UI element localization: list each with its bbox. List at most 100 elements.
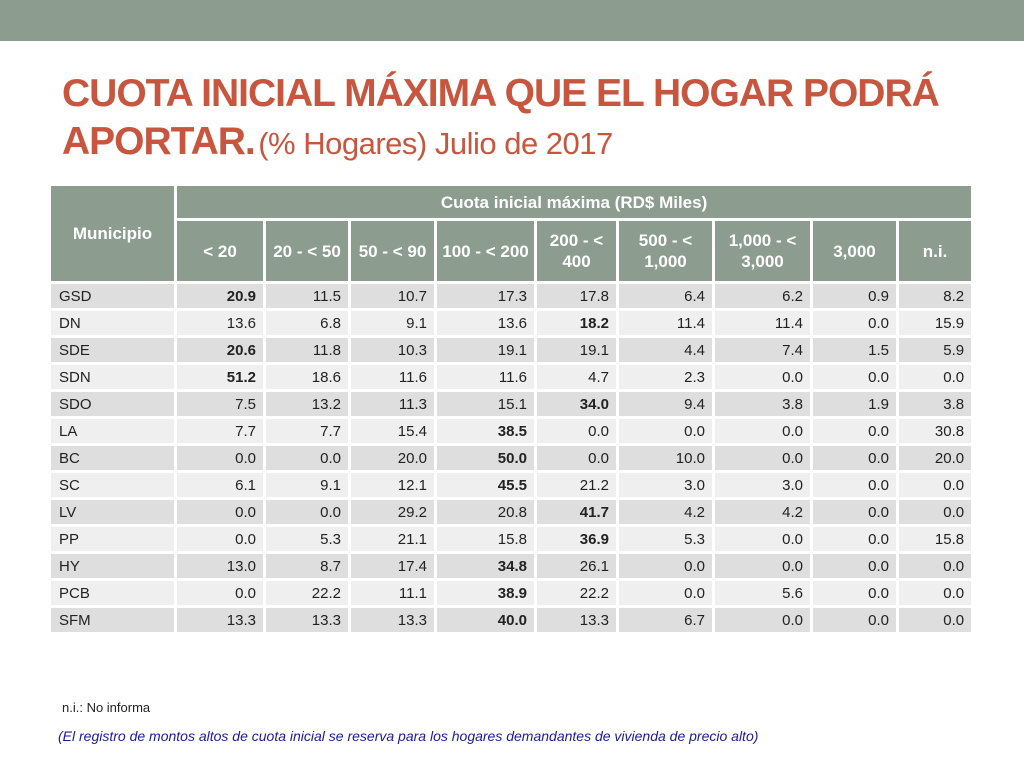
table-row: BC 0.0 0.0 20.0 50.0 0.0 10.0 0.0 0.0 20.0 [48, 443, 975, 473]
cell-value: 3.8 [895, 389, 975, 419]
cell-value: 3.8 [712, 389, 813, 419]
header-bin: n.i. [895, 218, 975, 284]
table-row: LV 0.0 0.0 29.2 20.8 41.7 4.2 4.2 0.0 0.0 [48, 497, 975, 527]
cell-value: 0.0 [174, 497, 266, 527]
cell-value: 8.2 [895, 281, 975, 311]
table-row: SDE 20.6 11.8 10.3 19.1 19.1 4.4 7.4 1.5 5.9 [48, 335, 975, 365]
slide-title: CUOTA INICIAL MÁXIMA QUE EL HOGAR PODRÁ … [62, 74, 1002, 170]
cell-value: 9.4 [616, 389, 715, 419]
cell-value: 15.8 [895, 524, 975, 554]
cell-value: 0.0 [810, 416, 899, 446]
cell-value: 7.4 [712, 335, 813, 365]
cell-value: 13.3 [174, 605, 266, 635]
cell-municipio: GSD [48, 281, 177, 311]
cell-value: 0.0 [263, 443, 351, 473]
cell-value: 26.1 [534, 551, 619, 581]
cell-value: 13.3 [263, 605, 351, 635]
cell-value: 0.0 [712, 605, 813, 635]
cell-municipio: BC [48, 443, 177, 473]
cell-value: 6.7 [616, 605, 715, 635]
cell-value: 1.9 [810, 389, 899, 419]
cell-value: 4.7 [534, 362, 619, 392]
cell-value: 0.0 [534, 443, 619, 473]
cell-value: 9.1 [263, 470, 351, 500]
cell-municipio: LA [48, 416, 177, 446]
cell-value: 0.0 [263, 497, 351, 527]
note-ni: n.i.: No informa [62, 700, 151, 715]
cell-value: 17.8 [534, 281, 619, 311]
cell-value: 0.0 [174, 524, 266, 554]
cell-value: 11.8 [263, 335, 351, 365]
cell-value: 20.6 [174, 335, 266, 365]
cell-value: 20.0 [895, 443, 975, 473]
cell-value: 0.0 [895, 578, 975, 608]
cell-value: 0.0 [895, 551, 975, 581]
table-row: GSD 20.9 11.5 10.7 17.3 17.8 6.4 6.2 0.9 8.2 [48, 281, 975, 311]
header-bin: 50 - < 90 [348, 218, 437, 284]
cell-value: 5.3 [263, 524, 351, 554]
table-row: SFM 13.3 13.3 13.3 40.0 13.3 6.7 0.0 0.0 0.0 [48, 605, 975, 635]
cell-value: 6.2 [712, 281, 813, 311]
cell-value: 11.4 [712, 308, 813, 338]
cell-value: 22.2 [263, 578, 351, 608]
cell-value: 0.0 [616, 416, 715, 446]
cell-value: 0.0 [712, 524, 813, 554]
cell-value: 13.6 [174, 308, 266, 338]
cell-value: 11.4 [616, 308, 715, 338]
cell-value: 13.3 [534, 605, 619, 635]
header-bin: 500 - < 1,000 [616, 218, 715, 284]
slide-title-subtitle: (% Hogares) Julio de 2017 [258, 126, 613, 161]
cell-value: 6.8 [263, 308, 351, 338]
cell-municipio: HY [48, 551, 177, 581]
cell-value: 8.7 [263, 551, 351, 581]
cell-value: 0.0 [174, 578, 266, 608]
cell-value: 0.0 [810, 443, 899, 473]
cell-municipio: SDO [48, 389, 177, 419]
cell-municipio: SDE [48, 335, 177, 365]
header-bin: 1,000 - < 3,000 [712, 218, 813, 284]
cell-value: 5.6 [712, 578, 813, 608]
table-row: SC 6.1 9.1 12.1 45.5 21.2 3.0 3.0 0.0 0.0 [48, 470, 975, 500]
cell-value: 0.0 [810, 578, 899, 608]
cell-value: 38.5 [434, 416, 537, 446]
data-table: Municipio Cuota inicial máxima (RD$ Mile… [48, 182, 975, 635]
slide-title-main: CUOTA INICIAL MÁXIMA QUE EL HOGAR PODRÁ … [62, 72, 940, 163]
cell-value: 0.0 [712, 443, 813, 473]
cell-value: 50.0 [434, 443, 537, 473]
cell-value: 20.9 [174, 281, 266, 311]
cell-value: 19.1 [434, 335, 537, 365]
cell-value: 4.2 [712, 497, 813, 527]
cell-value: 3.0 [712, 470, 813, 500]
cell-value: 21.2 [534, 470, 619, 500]
cell-value: 0.0 [810, 308, 899, 338]
header-bins-row: < 20 20 - < 50 50 - < 90 100 - < 200 200 - <… [50, 218, 975, 284]
header-bin: 3,000 [810, 218, 899, 284]
cell-value: 2.3 [616, 362, 715, 392]
cell-municipio: DN [48, 308, 177, 338]
top-accent-bar [0, 0, 1024, 41]
cell-value: 11.1 [348, 578, 437, 608]
cell-value: 0.0 [616, 578, 715, 608]
cell-value: 5.3 [616, 524, 715, 554]
cell-value: 34.0 [534, 389, 619, 419]
cell-value: 20.8 [434, 497, 537, 527]
cell-value: 21.1 [348, 524, 437, 554]
header-municipio: Municipio [48, 183, 177, 284]
table-row: DN 13.6 6.8 9.1 13.6 18.2 11.4 11.4 0.0 15.9 [48, 308, 975, 338]
cell-value: 6.4 [616, 281, 715, 311]
cell-value: 0.0 [810, 605, 899, 635]
table-row: PP 0.0 5.3 21.1 15.8 36.9 5.3 0.0 0.0 15.8 [48, 524, 975, 554]
cell-value: 22.2 [534, 578, 619, 608]
cell-value: 15.9 [895, 308, 975, 338]
table-row: SDN 51.2 18.6 11.6 11.6 4.7 2.3 0.0 0.0 0.0 [48, 362, 975, 392]
cell-municipio: SC [48, 470, 177, 500]
header-bin: 100 - < 200 [434, 218, 537, 284]
cell-value: 18.6 [263, 362, 351, 392]
cell-value: 20.0 [348, 443, 437, 473]
cell-value: 17.3 [434, 281, 537, 311]
cell-value: 18.2 [534, 308, 619, 338]
cell-value: 11.6 [348, 362, 437, 392]
cell-value: 0.0 [712, 416, 813, 446]
cell-value: 11.3 [348, 389, 437, 419]
cell-value: 10.7 [348, 281, 437, 311]
